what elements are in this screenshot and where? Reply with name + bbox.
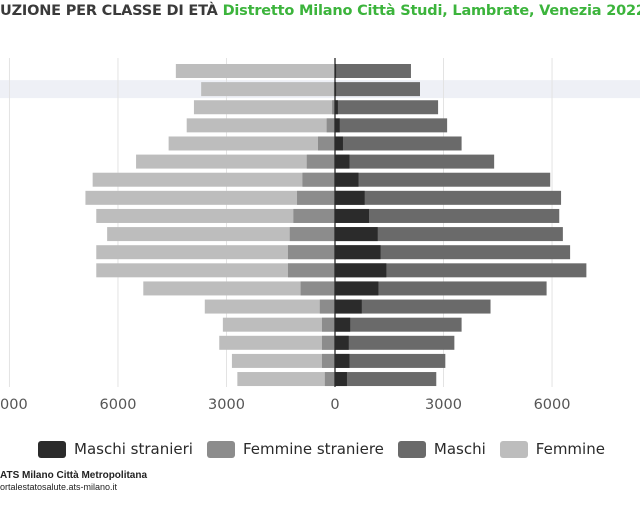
bar-femmine xyxy=(96,208,335,223)
bar-maschi xyxy=(335,317,462,332)
x-tick-label: 6000 xyxy=(534,397,571,413)
bar-maschi-stranieri xyxy=(335,208,369,223)
bar-femmine-straniere xyxy=(302,172,335,187)
bar-femmine-straniere xyxy=(287,245,335,260)
bar-maschi xyxy=(335,353,446,368)
bar-femmine xyxy=(85,190,335,205)
bar-maschi xyxy=(335,335,455,350)
source-url[interactable]: ortalestatosalute.ats-milano.it xyxy=(0,482,118,492)
bar-femmine-straniere xyxy=(332,100,335,115)
bar-femmine xyxy=(237,372,335,387)
bar-maschi-stranieri xyxy=(335,281,379,296)
bar-femmine-straniere xyxy=(321,317,335,332)
bar-maschi xyxy=(335,136,462,151)
bar-femmine-straniere xyxy=(318,136,335,151)
population-pyramid-chart: 000 6000 3000 0 3000 6000 xyxy=(0,58,640,413)
bar-maschi-stranieri xyxy=(335,118,340,133)
bar-maschi-stranieri xyxy=(335,372,347,387)
legend-label-maschi-stranieri: Maschi stranieri xyxy=(74,440,193,458)
bar-maschi xyxy=(335,245,571,260)
source-footer: ATS Milano Città Metropolitana ortalesta… xyxy=(0,470,147,492)
bar-femmine-straniere xyxy=(289,227,335,242)
bar-femmine-straniere xyxy=(293,208,335,223)
x-tick-label: 000 xyxy=(0,397,28,413)
bar-femmine-straniere xyxy=(300,281,335,296)
bar-femmine xyxy=(143,281,335,296)
chart-title: UZIONE PER CLASSE DI ETÀ Distretto Milan… xyxy=(0,3,640,19)
bar-maschi xyxy=(335,82,420,97)
bar-femmine-straniere xyxy=(321,353,335,368)
bar-maschi xyxy=(335,281,547,296)
bar-maschi xyxy=(335,118,448,133)
bar-maschi-stranieri xyxy=(335,227,378,242)
x-tick-label: 3000 xyxy=(208,397,245,413)
bar-femmine-straniere xyxy=(297,190,335,205)
bar-femmine xyxy=(96,263,335,278)
chart-title-part1: UZIONE PER CLASSE DI ETÀ xyxy=(0,3,218,19)
bar-maschi-stranieri xyxy=(335,190,365,205)
bar-maschi xyxy=(335,372,437,387)
legend-item-femmine-straniere[interactable]: Femmine straniere xyxy=(206,440,384,458)
bar-femmine xyxy=(96,245,335,260)
bar-maschi-stranieri xyxy=(335,317,351,332)
bar-femmine xyxy=(92,172,335,187)
bar-femmine-straniere xyxy=(324,372,335,387)
bar-femmine xyxy=(201,82,335,97)
bar-femmine xyxy=(136,154,335,169)
legend-item-femmine[interactable]: Femmine xyxy=(499,440,605,458)
bar-maschi-stranieri xyxy=(335,299,362,314)
bar-femmine xyxy=(168,136,335,151)
bar-femmine xyxy=(231,353,335,368)
legend-swatch-maschi-stranieri xyxy=(38,440,66,458)
bar-femmine xyxy=(222,317,335,332)
bar-maschi xyxy=(335,190,562,205)
x-tick-label: 3000 xyxy=(425,397,462,413)
bar-femmine xyxy=(175,64,335,78)
legend-label-femmine: Femmine xyxy=(535,440,605,458)
bar-maschi-stranieri xyxy=(335,245,381,260)
source-org: ATS Milano Città Metropolitana xyxy=(0,470,148,481)
bar-maschi-stranieri xyxy=(335,172,359,187)
x-tick-label: 6000 xyxy=(100,397,137,413)
bar-maschi xyxy=(335,64,411,78)
bar-femmine xyxy=(193,100,335,115)
x-tick-label: 0 xyxy=(330,397,339,413)
chart-legend: Maschi stranieri Femmine straniere Masch… xyxy=(38,440,619,458)
bar-maschi-stranieri xyxy=(335,100,338,115)
bar-maschi xyxy=(335,263,587,278)
bar-maschi xyxy=(335,100,439,115)
bar-maschi xyxy=(335,299,491,314)
bar-femmine xyxy=(107,227,335,242)
bar-femmine xyxy=(219,335,335,350)
bar-femmine-straniere xyxy=(326,118,335,133)
bar-femmine xyxy=(186,118,335,133)
bar-maschi-stranieri xyxy=(335,263,387,278)
bar-maschi-stranieri xyxy=(335,335,349,350)
legend-label-femmine-straniere: Femmine straniere xyxy=(242,440,384,458)
bar-maschi xyxy=(335,154,495,169)
bar-femmine-straniere xyxy=(306,154,335,169)
bar-maschi xyxy=(335,208,560,223)
bar-femmine-straniere xyxy=(319,299,335,314)
bar-maschi xyxy=(335,172,551,187)
legend-item-maschi[interactable]: Maschi xyxy=(397,440,486,458)
bar-maschi-stranieri xyxy=(335,136,343,151)
bar-maschi-stranieri xyxy=(335,154,350,169)
bar-maschi-stranieri xyxy=(335,353,350,368)
legend-label-maschi: Maschi xyxy=(433,440,486,458)
bar-femmine xyxy=(204,299,335,314)
bar-femmine-straniere xyxy=(287,263,335,278)
chart-title-part2: Distretto Milano Città Studi, Lambrate, … xyxy=(222,3,640,19)
legend-swatch-femmine-straniere xyxy=(206,440,235,458)
legend-swatch-femmine xyxy=(499,440,528,458)
legend-swatch-maschi xyxy=(397,440,426,458)
bar-maschi xyxy=(335,227,563,242)
bar-femmine-straniere xyxy=(321,335,335,350)
legend-item-maschi-stranieri[interactable]: Maschi stranieri xyxy=(38,440,193,458)
